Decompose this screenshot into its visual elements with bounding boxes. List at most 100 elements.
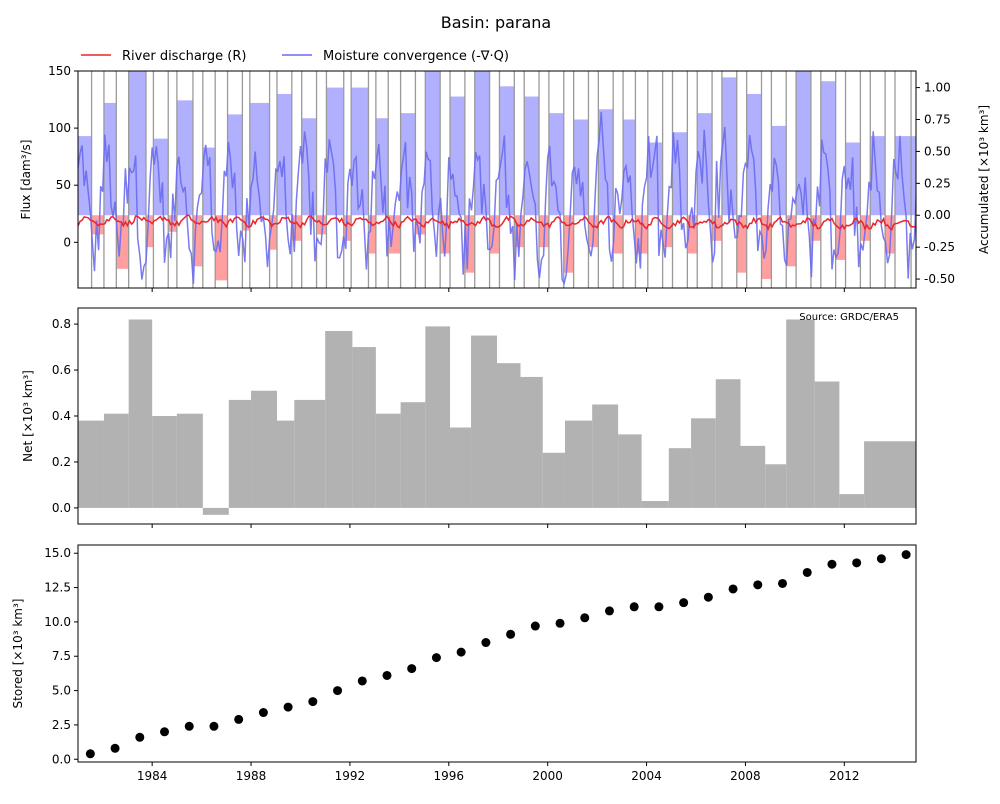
legend: River discharge (R) Moisture convergence… <box>81 49 509 64</box>
net-bar <box>765 464 787 508</box>
accumulated-bar <box>145 215 154 248</box>
y-tick-label: 10.0 <box>44 615 71 629</box>
accumulated-bar <box>835 215 846 260</box>
net-bar <box>520 376 543 508</box>
stored-point <box>852 558 862 568</box>
net-bar <box>641 501 669 508</box>
stored-point <box>160 727 170 737</box>
net-ylabel: Net [×10³ km³] <box>21 370 35 462</box>
net-bar <box>740 445 766 508</box>
net-bar <box>152 416 177 508</box>
accumulated-bar <box>662 215 673 248</box>
flux-panel: 0 50 100 150 -0.50 -0.25 0.00 0.25 0.50 0.75 1.00 F… <box>19 64 991 292</box>
y-tick-label: 2.5 <box>52 718 71 732</box>
x-tick-label: 2004 <box>631 769 662 783</box>
x-tick-label: 2012 <box>829 769 860 783</box>
stored-point <box>530 621 540 631</box>
net-bar <box>228 399 252 508</box>
legend-discharge-label: River discharge (R) <box>122 49 246 64</box>
accumulated-bar <box>343 215 352 241</box>
accumulated-bar <box>215 215 228 281</box>
net-bar <box>542 452 565 508</box>
x-tick-label: 1996 <box>434 769 465 783</box>
stored-point <box>333 686 343 696</box>
accumulated-bar <box>810 215 821 241</box>
legend-convergence-label: Moisture convergence (-∇·Q) <box>323 49 509 64</box>
accumulated-bar <box>368 215 376 254</box>
net-bar <box>400 402 426 508</box>
net-bar <box>78 420 104 508</box>
accumulated-bar <box>514 215 525 248</box>
accumulated-bar <box>192 215 203 267</box>
stored-point <box>234 714 244 724</box>
accumulated-bar <box>291 215 302 241</box>
accumulated-bar <box>128 71 146 216</box>
net-bar <box>450 427 472 508</box>
y-tick-label: 0.2 <box>52 455 71 469</box>
net-bar <box>592 404 619 508</box>
net-bar <box>497 363 521 508</box>
net-bar <box>864 441 916 508</box>
stored-panel: 0.0 2.5 5.0 7.5 10.0 12.5 15.0 1984 1988 1992 1996… <box>11 544 917 783</box>
stored-frame <box>77 544 917 763</box>
accumulated-bar <box>202 147 216 216</box>
figure-title: Basin: parana <box>441 13 551 32</box>
y-tick-label: 150 <box>48 64 71 78</box>
accumulated-bar <box>697 113 713 216</box>
accumulated-bar <box>176 100 193 216</box>
stored-point <box>629 602 639 612</box>
accumulated-bar <box>820 81 836 216</box>
accumulated-bar <box>524 96 540 216</box>
moisture-convergence-line <box>78 111 916 286</box>
accumulated-bar <box>786 215 797 267</box>
accumulated-bar <box>227 114 243 216</box>
accumulated-bar <box>440 215 451 254</box>
stored-point <box>778 578 788 588</box>
stored-point <box>456 647 466 657</box>
stored-point <box>901 550 911 560</box>
flux-plot-area <box>78 71 916 288</box>
net-bar <box>352 347 376 508</box>
river-discharge-line <box>78 214 916 231</box>
y2-tick-label: 0.75 <box>924 113 951 127</box>
accumulated-bar <box>623 119 636 216</box>
stored-point <box>654 602 664 612</box>
accumulated-bar <box>736 215 747 273</box>
flux-frame <box>77 70 917 289</box>
stored-point <box>604 606 614 616</box>
accumulated-bar <box>687 215 698 254</box>
stored-point <box>827 559 837 569</box>
accumulated-bar <box>474 71 490 216</box>
accumulated-bar <box>771 125 787 216</box>
y-tick-label: 7.5 <box>52 649 71 663</box>
accumulated-bar <box>647 142 663 216</box>
net-bar <box>786 319 815 508</box>
stored-point <box>506 629 516 639</box>
y2-tick-label: -0.50 <box>924 272 955 286</box>
stored-point <box>728 584 738 594</box>
y2-tick-label: 0.25 <box>924 176 951 190</box>
net-bar <box>325 330 353 508</box>
y-tick-label: 0.0 <box>52 501 71 515</box>
net-bar <box>251 390 277 508</box>
accumulated-bar <box>425 71 441 216</box>
accumulated-ylabel: Accumulated [×10³ km³] <box>977 105 991 254</box>
x-tick-label: 2008 <box>730 769 761 783</box>
accumulated-bar <box>464 215 475 273</box>
stored-point <box>407 664 417 674</box>
stored-point <box>481 638 491 648</box>
y2-tick-label: 0.00 <box>924 208 951 222</box>
net-bar <box>176 413 203 508</box>
y-tick-label: 0.4 <box>52 409 71 423</box>
x-tick-label: 1984 <box>137 769 168 783</box>
stored-point <box>184 721 194 731</box>
flux-ylabel: Flux [dam³/s] <box>19 140 33 220</box>
accumulated-bar <box>249 102 270 216</box>
net-bar <box>839 494 865 508</box>
y-tick-label: 12.5 <box>44 581 71 595</box>
stored-point <box>802 567 812 577</box>
y-tick-label: 50 <box>56 178 71 192</box>
net-bar <box>276 420 295 508</box>
accumulated-bar <box>746 93 762 216</box>
